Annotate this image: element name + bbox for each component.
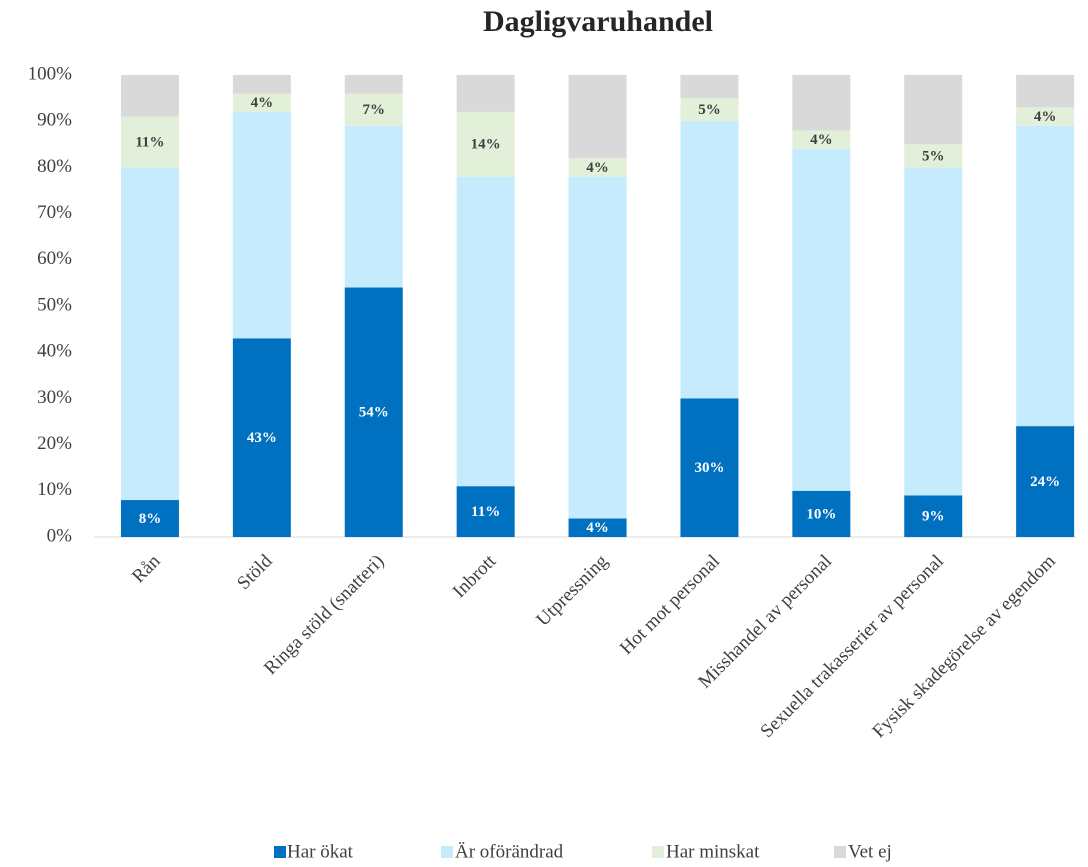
bar-segment bbox=[456, 75, 515, 112]
bar-segment bbox=[904, 75, 963, 145]
y-tick-label: 100% bbox=[28, 63, 73, 84]
y-tick-label: 20% bbox=[37, 433, 72, 454]
data-label: 4% bbox=[586, 160, 609, 176]
bar-segment bbox=[344, 93, 403, 126]
data-label: 30% bbox=[694, 460, 724, 476]
data-label: 11% bbox=[471, 504, 500, 520]
x-tick-label: Inbrott bbox=[449, 550, 501, 602]
legend-label: Är oförändrad bbox=[455, 841, 564, 862]
bar-segment bbox=[1016, 426, 1075, 537]
data-label: 9% bbox=[922, 509, 945, 525]
bar-segment bbox=[232, 75, 291, 94]
y-tick-label: 70% bbox=[37, 202, 72, 223]
bar-segment bbox=[120, 167, 179, 501]
x-tick-label: Ringa stöld (snatteri) bbox=[260, 551, 388, 679]
bar-segment bbox=[568, 518, 627, 537]
x-tick-label: Stöld bbox=[233, 550, 277, 594]
bar-segment bbox=[904, 495, 963, 537]
legend-label: Har minskat bbox=[666, 841, 760, 862]
data-label: 54% bbox=[359, 405, 389, 421]
x-tick-label: Fysisk skadegörelse av egendom bbox=[868, 551, 1059, 742]
bar-segment bbox=[792, 75, 851, 131]
legend-label: Vet ej bbox=[848, 841, 892, 862]
bar-segment bbox=[904, 144, 963, 168]
data-label: 5% bbox=[698, 102, 721, 118]
y-tick-label: 30% bbox=[37, 387, 72, 408]
bar-segment bbox=[680, 75, 739, 99]
bar-segment bbox=[456, 486, 515, 537]
y-tick-label: 80% bbox=[37, 156, 72, 177]
bar-segment bbox=[120, 75, 179, 117]
bar-segment bbox=[1016, 107, 1075, 126]
data-label: 4% bbox=[1034, 109, 1057, 125]
bar-segment bbox=[792, 490, 851, 537]
data-label: 24% bbox=[1030, 474, 1060, 490]
bar-segment bbox=[344, 287, 403, 537]
bar-segment bbox=[344, 75, 403, 94]
legend-label: Har ökat bbox=[287, 841, 354, 862]
x-tick-label: Sexuella trakasserier av personal bbox=[757, 551, 948, 742]
bar-segment bbox=[232, 111, 291, 339]
bar-segment bbox=[568, 158, 627, 177]
x-tick-label: Utpressning bbox=[532, 550, 612, 630]
bar-segment bbox=[680, 398, 739, 537]
data-label: 11% bbox=[135, 134, 164, 150]
bar-segment bbox=[792, 148, 851, 491]
y-tick-label: 10% bbox=[37, 479, 72, 500]
bar-segment bbox=[680, 121, 739, 399]
bar-segment bbox=[120, 116, 179, 168]
bar-segment bbox=[456, 176, 515, 487]
y-tick-label: 50% bbox=[37, 294, 72, 315]
y-tick-label: 0% bbox=[47, 525, 73, 546]
data-label: 7% bbox=[363, 102, 386, 118]
bar-segment bbox=[680, 98, 739, 122]
data-label: 5% bbox=[922, 148, 945, 164]
bar-segment bbox=[232, 93, 291, 112]
bar-segment bbox=[1016, 75, 1075, 108]
legend-swatch bbox=[441, 846, 453, 858]
bar-segment bbox=[456, 111, 515, 177]
bar-segment bbox=[568, 176, 627, 519]
bar-segment bbox=[1016, 125, 1075, 427]
legend-swatch bbox=[274, 846, 286, 858]
bar-segment bbox=[904, 167, 963, 496]
data-label: 14% bbox=[471, 137, 501, 153]
data-label: 4% bbox=[251, 95, 274, 111]
legend-swatch bbox=[834, 846, 846, 858]
chart-title: Dagligvaruhandel bbox=[483, 5, 713, 38]
bar-segment bbox=[344, 125, 403, 288]
bar-segment bbox=[568, 75, 627, 159]
x-tick-label: Rån bbox=[128, 550, 165, 587]
bar-segment bbox=[120, 500, 179, 537]
data-label: 4% bbox=[810, 132, 833, 148]
data-label: 43% bbox=[247, 430, 277, 446]
y-tick-label: 60% bbox=[37, 248, 72, 269]
data-label: 8% bbox=[139, 511, 162, 527]
bar-segment bbox=[792, 130, 851, 149]
y-tick-label: 90% bbox=[37, 110, 72, 131]
x-tick-label: Hot mot personal bbox=[616, 551, 724, 659]
data-label: 4% bbox=[586, 520, 609, 536]
legend-swatch bbox=[652, 846, 664, 858]
bar-segment bbox=[232, 338, 291, 537]
y-tick-label: 40% bbox=[37, 341, 72, 362]
data-label: 10% bbox=[806, 506, 836, 522]
